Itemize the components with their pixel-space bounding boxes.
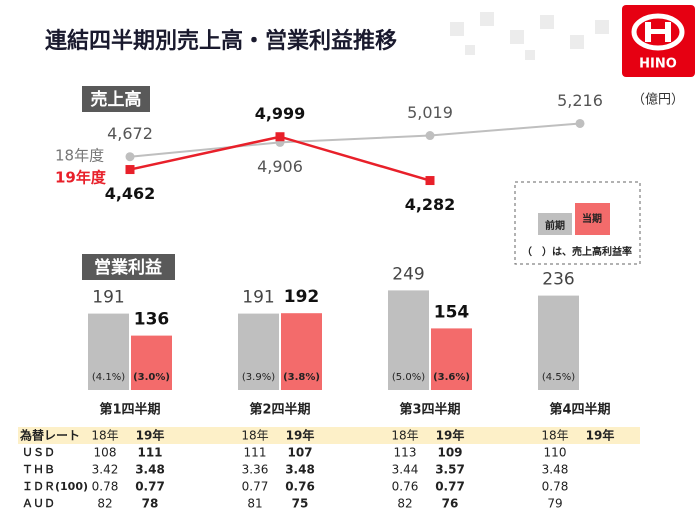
marker — [425, 131, 435, 141]
row-label: ＡＵＤ — [22, 497, 55, 510]
cell: 3.44 — [392, 463, 419, 477]
cell: 110 — [544, 446, 567, 460]
category-label: 第2四半期 — [249, 402, 310, 418]
cell: 0.77 — [135, 480, 165, 494]
table-header: 18年 — [391, 429, 418, 443]
value-label: 192 — [284, 287, 320, 307]
cell: 111 — [244, 446, 267, 460]
value-label: 191 — [92, 288, 124, 308]
cell: 75 — [292, 497, 309, 511]
section-title: 営業利益 — [94, 257, 162, 278]
category-label: 第1四半期 — [99, 402, 160, 418]
series-label: 19年度 — [55, 169, 107, 187]
section-box — [82, 86, 150, 112]
bar — [388, 290, 429, 390]
table-header: 19年 — [586, 428, 615, 443]
decoration — [450, 12, 609, 60]
rate-label: (3.6%) — [433, 372, 470, 383]
bar — [238, 313, 279, 390]
cell: 3.48 — [135, 463, 165, 477]
cell: 108 — [94, 446, 117, 460]
value-label: 154 — [434, 302, 470, 322]
table-header: 19年 — [436, 428, 465, 443]
cell: 3.42 — [92, 463, 119, 477]
title: 連結四半期別売上高・営業利益推移 — [45, 28, 397, 54]
cell: 0.77 — [435, 480, 465, 494]
cell: 107 — [287, 446, 312, 460]
value-label: 236 — [542, 270, 574, 290]
table-header: 18年 — [91, 429, 118, 443]
logo: HINO — [622, 5, 695, 77]
cell: 0.77 — [242, 480, 269, 494]
cell: 111 — [137, 446, 162, 460]
section-title: 売上高 — [91, 89, 142, 110]
cell: 0.78 — [92, 480, 119, 494]
table-header-band — [18, 427, 640, 444]
cell: 113 — [394, 446, 417, 460]
marker — [125, 165, 135, 175]
cell: 3.36 — [242, 463, 269, 477]
rate-label: (3.9%) — [242, 372, 275, 383]
value-label: 4,672 — [107, 124, 153, 143]
rate-label: (4.5%) — [542, 372, 575, 383]
cell: 76 — [442, 497, 459, 511]
marker — [275, 132, 285, 142]
value-label: 4,282 — [405, 195, 456, 214]
bar — [131, 335, 172, 390]
table-header: 19年 — [136, 428, 165, 443]
logo-text: HINO — [639, 57, 677, 72]
marker — [425, 176, 435, 186]
legend-label: 前期 — [545, 219, 565, 232]
cell: 81 — [247, 497, 262, 511]
value-label: 5,019 — [407, 103, 453, 122]
bar — [431, 328, 472, 390]
unit: （億円） — [632, 92, 684, 108]
series-label: 18年度 — [55, 147, 104, 165]
line — [129, 122, 581, 158]
row-label: ＵＳＤ — [22, 446, 55, 459]
cell: 0.76 — [285, 480, 315, 494]
bar — [281, 313, 322, 390]
cell: 82 — [97, 497, 112, 511]
cell: 79 — [547, 497, 562, 511]
cell: 3.48 — [542, 463, 569, 477]
rate-label: (3.0%) — [133, 372, 170, 383]
section-box — [82, 254, 175, 280]
legend-note: （ ）は、売上高利益率 — [522, 245, 632, 258]
legend-swatch — [575, 203, 610, 235]
value-label: 249 — [392, 264, 424, 284]
cell: 82 — [397, 497, 412, 511]
cell: 0.78 — [542, 480, 569, 494]
row-label: ＴＨＢ — [22, 463, 55, 476]
category-label: 第4四半期 — [549, 402, 610, 418]
table-header: 19年 — [286, 428, 315, 443]
cell: 78 — [142, 497, 159, 511]
rate-label: (3.8%) — [283, 372, 320, 383]
table-label: 為替レート — [20, 428, 80, 443]
value-label: 191 — [242, 288, 274, 308]
cell: 0.76 — [392, 480, 419, 494]
value-label: 5,216 — [557, 91, 603, 110]
legend-label: 当期 — [582, 212, 602, 225]
value-label: 4,999 — [255, 104, 306, 123]
value-label: 4,462 — [105, 184, 156, 203]
marker — [125, 152, 135, 162]
cell: 3.48 — [285, 463, 315, 477]
legend: 前期 当期 （ ）は、売上高利益率 — [514, 181, 641, 265]
cell: 3.57 — [435, 463, 465, 477]
marker — [575, 118, 585, 128]
rate-label: (4.1%) — [92, 372, 125, 383]
cell: 109 — [437, 446, 462, 460]
category-label: 第3四半期 — [399, 402, 460, 418]
row-label: ＩＤＲ(100) — [22, 480, 88, 493]
legend-swatch — [538, 213, 572, 235]
table-header: 18年 — [241, 429, 268, 443]
table-header: 18年 — [541, 429, 568, 443]
bar — [88, 313, 129, 390]
value-label: 4,906 — [257, 157, 303, 176]
rate-label: (5.0%) — [392, 372, 425, 383]
value-label: 136 — [134, 310, 170, 330]
bar — [538, 295, 579, 390]
